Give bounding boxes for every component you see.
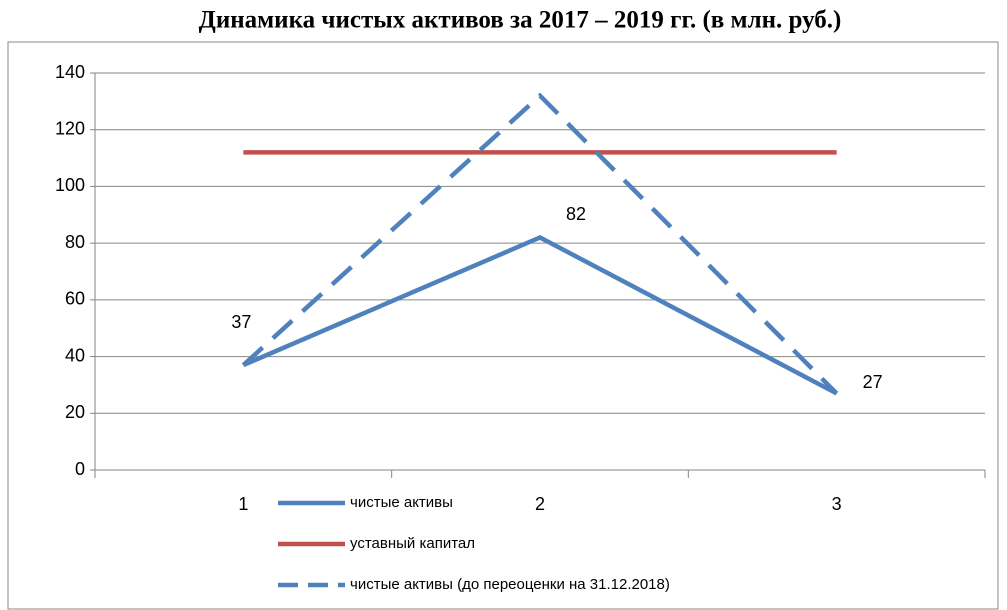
y-tick-label: 60	[65, 289, 85, 309]
y-tick-label: 140	[55, 62, 85, 82]
data-label: 37	[231, 312, 251, 332]
legend-label: чистые активы (до переоценки на 31.12.20…	[350, 576, 670, 593]
chart-border	[7, 41, 999, 610]
y-tick-label: 20	[65, 402, 85, 422]
y-tick-label: 100	[55, 175, 85, 195]
y-tick-label: 40	[65, 345, 85, 365]
x-tick-label: 1	[238, 494, 248, 514]
series-line	[242, 234, 838, 396]
chart-title: Динамика чистых активов за 2017 – 2019 г…	[199, 7, 842, 34]
y-tick-label: 120	[55, 118, 85, 138]
legend-label: уставный капитал	[350, 535, 475, 552]
data-label: 27	[863, 372, 883, 392]
legend-label: чистые активы	[350, 494, 453, 511]
x-tick-label: 2	[535, 494, 545, 514]
data-label: 82	[566, 204, 586, 224]
y-tick-label: 80	[65, 232, 85, 252]
y-tick-label: 0	[75, 459, 85, 479]
series-line	[241, 92, 839, 396]
x-tick-label: 3	[832, 494, 842, 514]
